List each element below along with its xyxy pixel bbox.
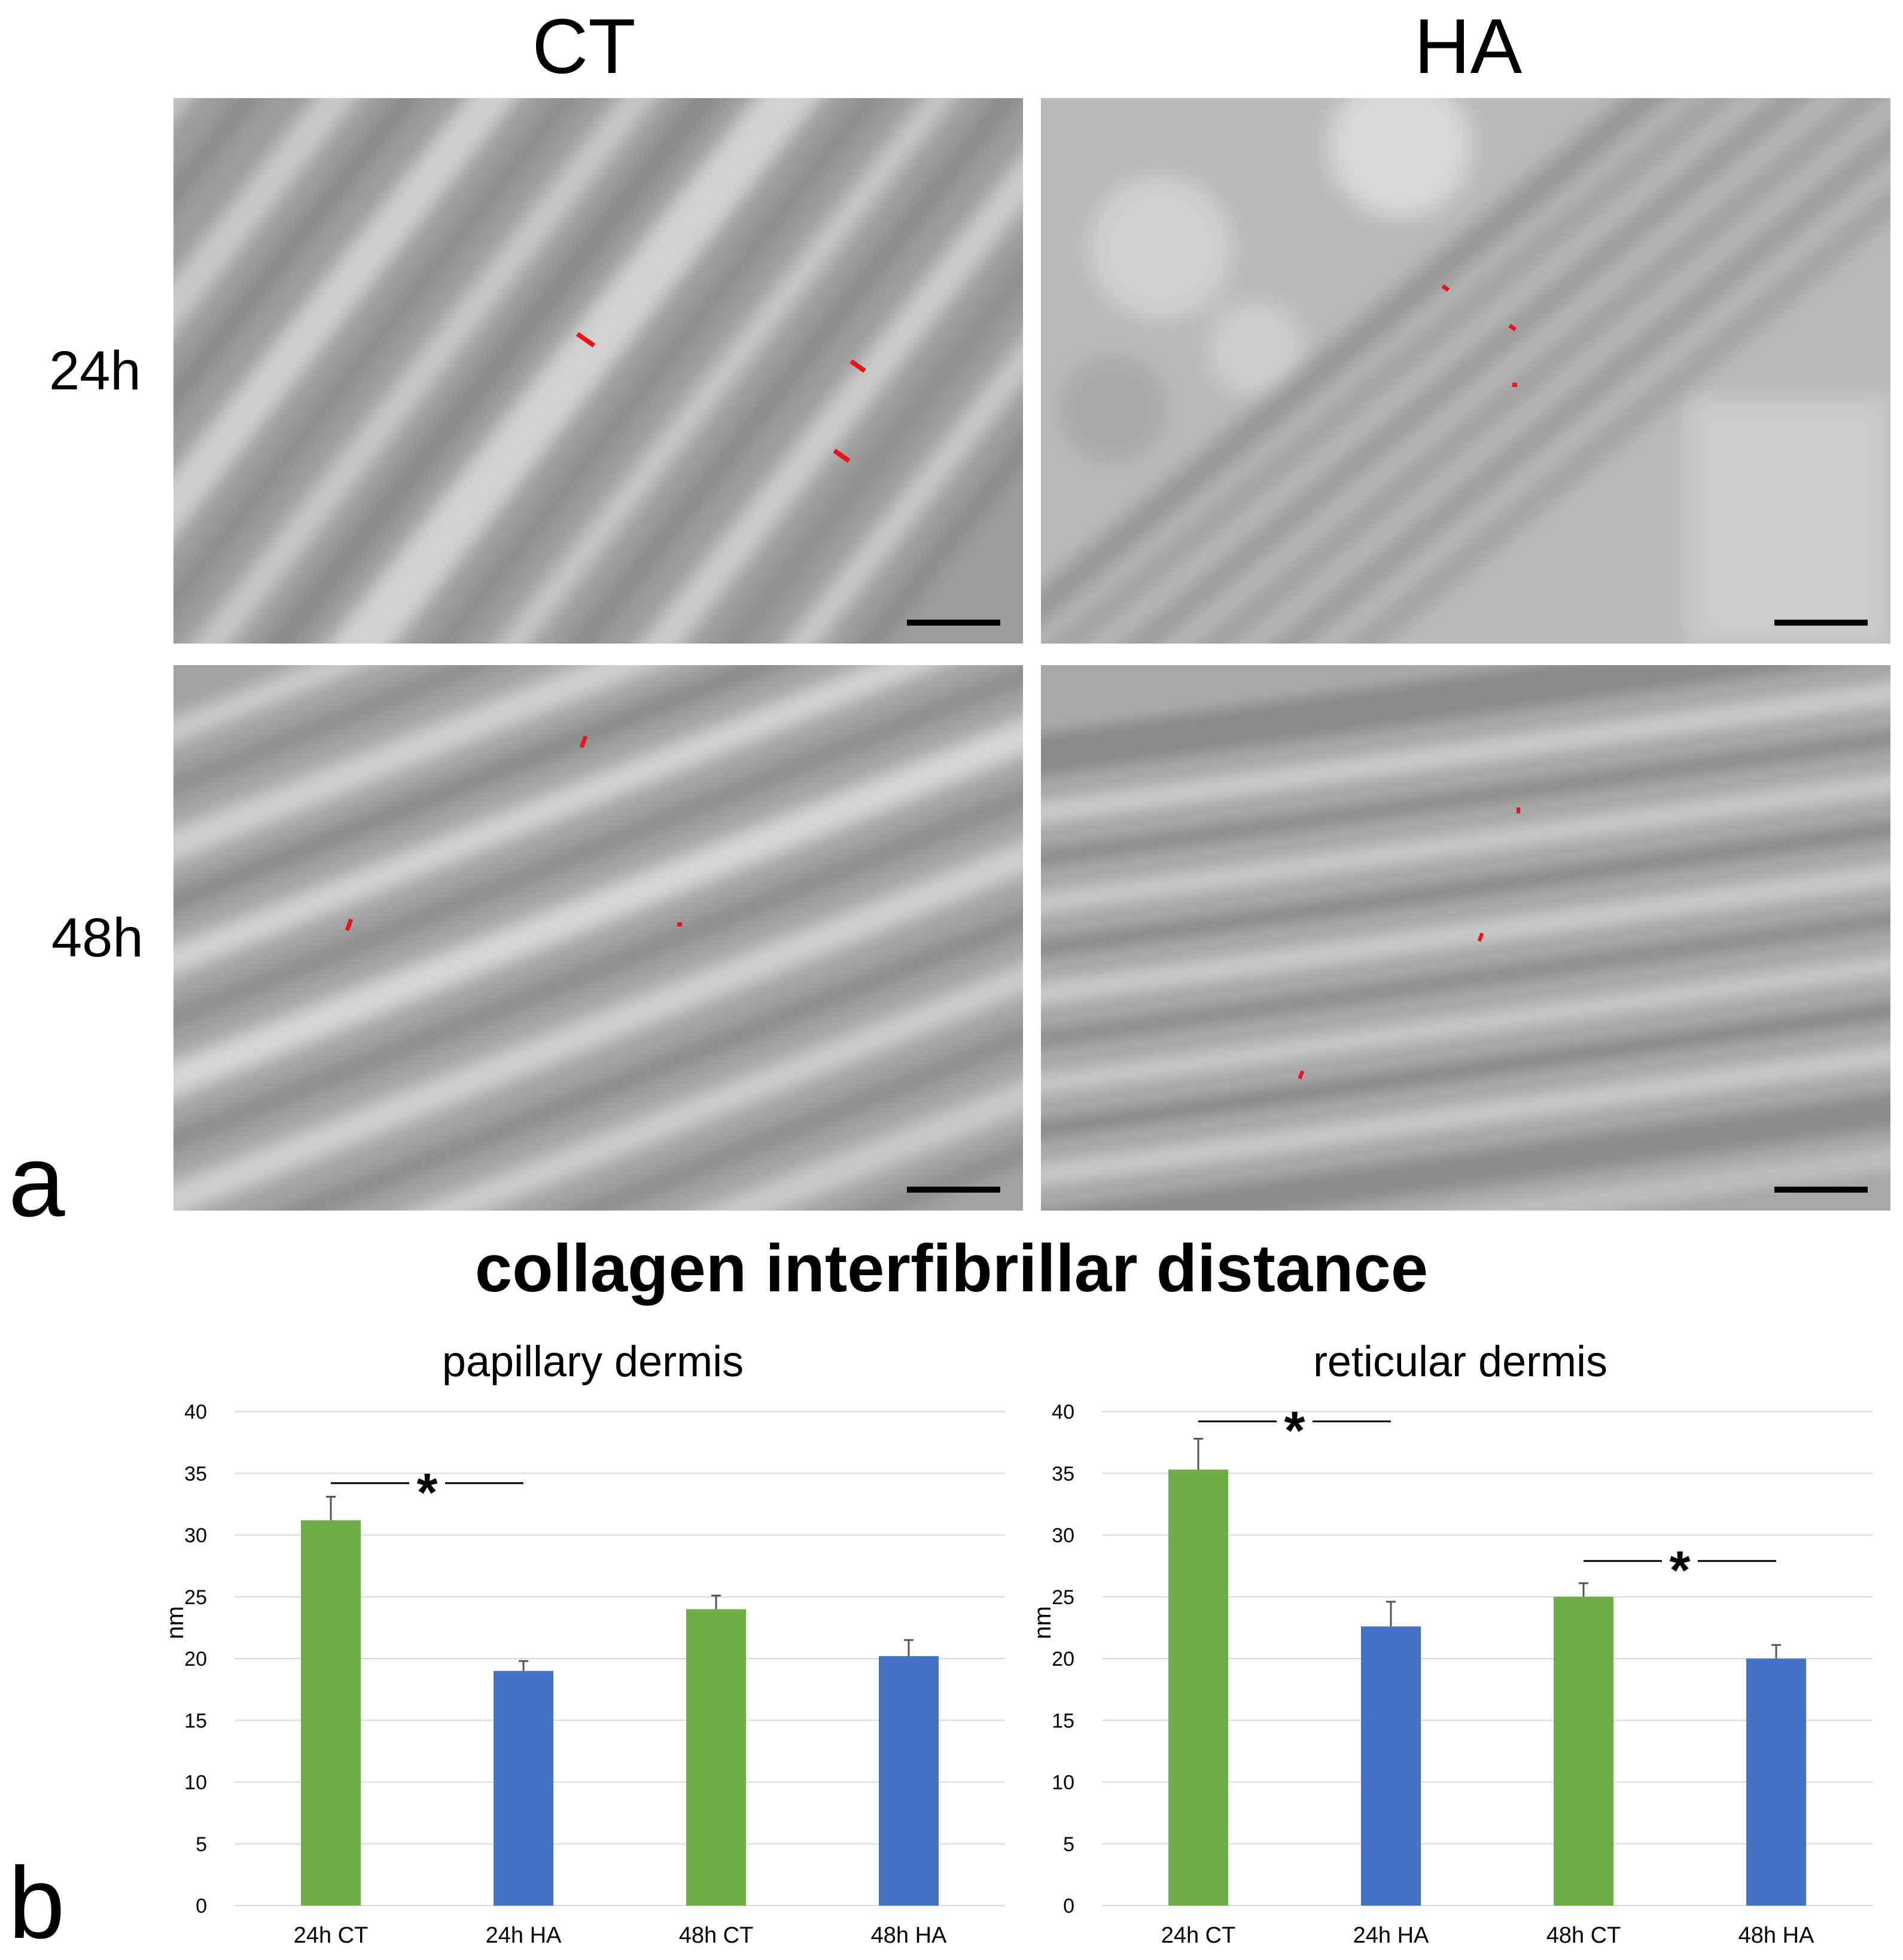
bar-48h-ct — [686, 1609, 746, 1906]
y-tick-label: 35 — [184, 1462, 207, 1485]
bar-48h-ha — [879, 1656, 939, 1906]
y-tick-label: 35 — [1052, 1462, 1074, 1485]
y-axis-label: nm — [1030, 1606, 1056, 1639]
x-tick-label: 24h CT — [294, 1923, 369, 1948]
y-tick-label: 40 — [184, 1401, 207, 1423]
column-label-ct: CT — [532, 2, 636, 90]
micrograph-24h-ha — [1041, 98, 1890, 644]
chart-title: reticular dermis — [1313, 1338, 1607, 1386]
y-tick-label: 30 — [184, 1525, 207, 1547]
y-tick-label: 10 — [184, 1772, 207, 1794]
chart-title: papillary dermis — [442, 1338, 744, 1386]
y-tick-label: 30 — [1052, 1525, 1074, 1547]
x-tick-label: 24h CT — [1161, 1923, 1236, 1948]
bar-48h-ha — [1746, 1659, 1806, 1906]
x-tick-label: 24h HA — [1353, 1923, 1429, 1948]
panel-letter-b: b — [8, 1846, 65, 1960]
bar-48h-ct — [1554, 1596, 1613, 1906]
chart-reticular-dermis: reticular dermis 0 5 10 15 20 25 30 35 40 nm 24h CT… — [1029, 1331, 1890, 1955]
y-tick-label: 20 — [1052, 1648, 1074, 1671]
x-tick-label: 48h HA — [1738, 1923, 1814, 1948]
x-tick-label: 24h HA — [486, 1923, 562, 1948]
y-tick-label: 15 — [184, 1709, 207, 1732]
bar-24h-ct — [301, 1520, 361, 1906]
y-tick-label: 0 — [1063, 1895, 1074, 1918]
bar-24h-ha — [494, 1671, 553, 1906]
micrograph-24h-ct — [173, 98, 1023, 644]
chart-papillary-dermis: papillary dermis 0 5 10 15 20 25 30 35 40 nm 24h CT… — [162, 1331, 1023, 1955]
significance-star: * — [1669, 1541, 1690, 1601]
micrograph-48h-ct — [173, 665, 1023, 1211]
significance-star: * — [1284, 1401, 1305, 1461]
y-tick-label: 25 — [184, 1586, 207, 1609]
micrograph-48h-ha — [1041, 665, 1890, 1211]
x-tick-label: 48h CT — [1546, 1923, 1621, 1948]
y-tick-label: 20 — [184, 1648, 207, 1671]
x-tick-label: 48h HA — [871, 1923, 947, 1948]
x-tick-label: 48h CT — [679, 1923, 754, 1948]
chart-main-title: collagen interfibrillar distance — [474, 1231, 1429, 1306]
scale-bar — [1774, 1187, 1868, 1193]
y-tick-label: 10 — [1052, 1772, 1074, 1794]
y-tick-label: 40 — [1052, 1401, 1074, 1423]
y-tick-label: 15 — [1052, 1709, 1074, 1732]
significance-star: * — [416, 1463, 437, 1523]
y-tick-label: 5 — [1063, 1833, 1074, 1856]
y-tick-label: 0 — [196, 1895, 207, 1918]
row-label-24h: 24h — [49, 340, 141, 401]
bar-24h-ha — [1361, 1626, 1421, 1906]
column-label-ha: HA — [1414, 2, 1523, 90]
scale-bar — [1774, 620, 1868, 626]
bar-24h-ct — [1168, 1470, 1228, 1906]
scale-bar — [907, 1187, 1000, 1193]
panel-letter-a: a — [8, 1124, 65, 1238]
y-axis-label: nm — [162, 1606, 188, 1639]
scale-bar — [907, 620, 1000, 626]
row-label-48h: 48h — [51, 907, 144, 968]
y-tick-label: 5 — [196, 1833, 207, 1856]
y-tick-label: 25 — [1052, 1586, 1074, 1609]
